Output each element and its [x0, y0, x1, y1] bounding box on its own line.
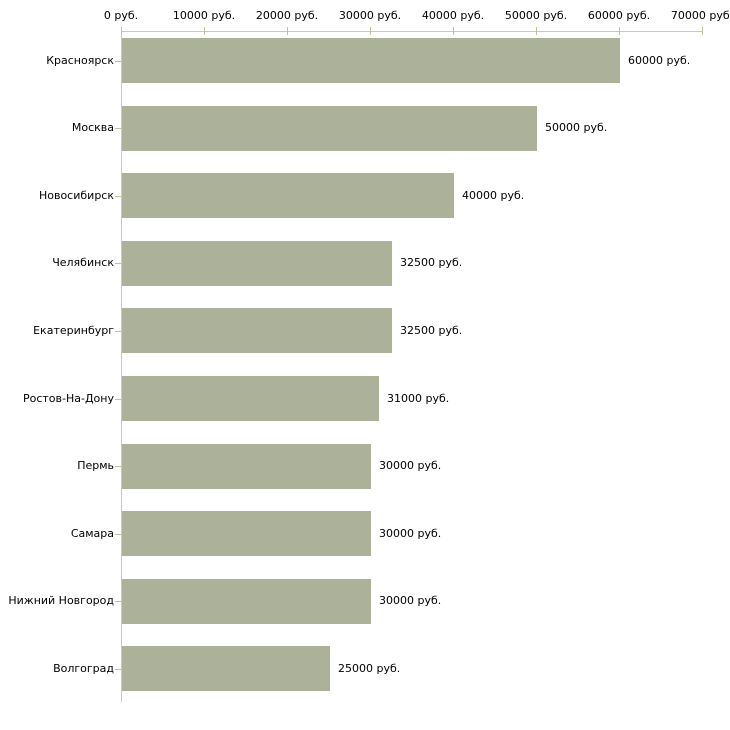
category-label: Пермь [77, 459, 114, 473]
x-axis-tick-label: 20000 руб. [255, 9, 319, 22]
x-axis-tick-label: 40000 руб. [421, 9, 485, 22]
x-axis-tick-label: 10000 руб. [172, 9, 236, 22]
category-tick-mark [115, 263, 121, 264]
category-label: Москва [71, 121, 114, 135]
category-label: Новосибирск [38, 188, 114, 202]
category-tick-mark [115, 669, 121, 670]
bar [122, 308, 392, 354]
category-label: Нижний Новгород [8, 594, 114, 608]
x-axis-tick [204, 27, 205, 35]
category-label: Самара [70, 526, 114, 540]
category-tick-mark [115, 331, 121, 332]
bar-value-label: 30000 руб. [379, 459, 442, 473]
bar-value-label: 50000 руб. [545, 121, 608, 135]
bar-value-label: 60000 руб. [628, 53, 691, 67]
category-label: Ростов-На-Дону [22, 391, 114, 405]
x-axis-tick-label: 50000 руб. [504, 9, 568, 22]
bar-value-label: 30000 руб. [379, 594, 442, 608]
category-tick-mark [115, 196, 121, 197]
bar-value-label: 31000 руб. [387, 391, 450, 405]
bar [122, 578, 371, 624]
bar [122, 105, 537, 151]
bar-value-label: 40000 руб. [462, 188, 525, 202]
bar [122, 646, 330, 692]
bar [122, 240, 392, 286]
x-axis-tick [702, 27, 703, 35]
x-axis-line [121, 31, 702, 32]
category-label: Екатеринбург [33, 323, 114, 337]
bar-value-label: 32500 руб. [400, 323, 463, 337]
x-axis-tick-label: 70000 руб. [670, 9, 730, 22]
bar [122, 38, 620, 83]
y-axis-line [121, 31, 122, 702]
x-axis-tick [370, 27, 371, 35]
category-tick-mark [115, 601, 121, 602]
x-axis-tick-label: 60000 руб. [587, 9, 651, 22]
x-axis-tick [121, 27, 122, 35]
bar-value-label: 25000 руб. [338, 661, 401, 675]
x-axis-tick [536, 27, 537, 35]
category-tick-mark [115, 466, 121, 467]
bar [122, 173, 454, 219]
x-axis-tick-label: 30000 руб. [338, 9, 402, 22]
x-axis-tick [287, 27, 288, 35]
x-axis-tick [619, 27, 620, 35]
category-tick-mark [115, 61, 121, 62]
category-tick-mark [115, 128, 121, 129]
bar-value-label: 30000 руб. [379, 526, 442, 540]
category-tick-mark [115, 399, 121, 400]
category-label: Волгоград [53, 661, 114, 675]
x-axis-tick-label: 0 руб. [103, 9, 139, 22]
bar [122, 443, 371, 489]
category-label: Челябинск [52, 256, 114, 270]
bar [122, 511, 371, 557]
bar-value-label: 32500 руб. [400, 256, 463, 270]
category-label: Красноярск [46, 53, 114, 67]
bar [122, 376, 379, 421]
category-tick-mark [115, 534, 121, 535]
x-axis-tick [453, 27, 454, 35]
